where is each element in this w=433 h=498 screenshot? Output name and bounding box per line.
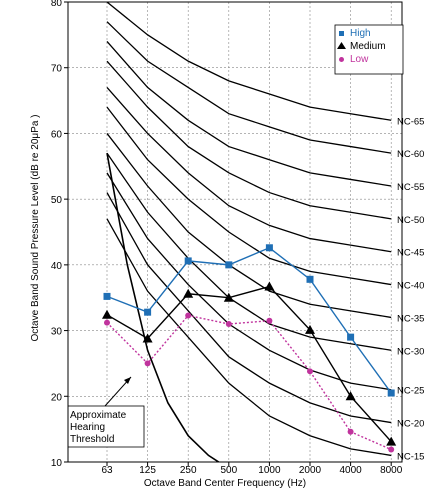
nc-curve-label: NC-35: [397, 313, 424, 324]
data-point-medium: [345, 391, 356, 401]
legend-label-medium: Medium: [350, 41, 386, 52]
nc-curve-label: NC-20: [397, 419, 424, 430]
data-point-low: [347, 428, 354, 435]
nc-curve-line: [106, 21, 392, 154]
data-point-medium: [102, 309, 112, 319]
y-axis-label: Octave Band Sound Pressure Level (dB re …: [30, 115, 41, 342]
data-point-medium: [305, 324, 315, 334]
legend-label-low: Low: [350, 54, 369, 65]
hearing-threshold-label: Threshold: [70, 434, 114, 445]
data-point-low: [388, 446, 395, 453]
hearing-threshold: [106, 152, 221, 462]
data-point-medium: [183, 288, 194, 298]
data-point-high: [184, 257, 192, 265]
series-layer: [102, 244, 397, 453]
data-point-high: [144, 308, 152, 316]
axes: NC-65 NC-60 NC-55 NC-50 NC-45 NC-40 NC-35 NC-30…: [51, 0, 425, 476]
nc-curve-label: NC-60: [397, 149, 424, 160]
nc-curve-label: NC-40: [397, 281, 424, 292]
hearing-threshold-line: [106, 152, 221, 462]
x-tick-label: 250: [180, 465, 197, 476]
x-tick-label: 2000: [299, 465, 322, 476]
nc-curve-line: [106, 86, 392, 253]
y-tick-label: 80: [51, 0, 63, 9]
nc-curve-line: [106, 60, 392, 220]
legend-label-high: High: [350, 28, 371, 39]
data-point-high: [347, 333, 355, 341]
hearing-threshold-label: Hearing: [70, 422, 105, 433]
x-axis-label: Octave Band Center Frequency (Hz): [144, 478, 306, 489]
legend-marker-high: [339, 31, 344, 36]
nc-curves: [106, 2, 392, 457]
legend-marker-medium: [337, 42, 346, 49]
grid: [68, 1, 402, 463]
nc-curve-label: NC-55: [397, 182, 424, 193]
legend-box: [334, 24, 404, 75]
nc-curve-label: NC-50: [397, 215, 424, 226]
data-point-high: [103, 292, 111, 300]
data-point-low: [144, 360, 151, 367]
legend-marker-low: [339, 57, 344, 62]
y-tick-label: 10: [51, 458, 63, 469]
nc-curve-line: [106, 2, 392, 121]
series-line-high: [106, 246, 392, 394]
data-point-low: [307, 368, 313, 375]
data-point-high: [387, 389, 395, 397]
hearing-threshold-label: Approximate: [70, 410, 127, 421]
nc-curve-line: [106, 40, 392, 187]
data-point-high: [265, 244, 273, 252]
x-tick-label: 4000: [339, 465, 362, 476]
y-tick-label: 30: [51, 327, 63, 338]
x-tick-label: 8000: [380, 465, 403, 476]
nc-curve-label: NC-45: [397, 248, 424, 259]
data-point-medium: [386, 436, 397, 446]
x-tick-label: 125: [139, 465, 156, 476]
x-tick-label: 1000: [258, 465, 281, 476]
nc-curve-label: NC-25: [397, 386, 424, 397]
y-tick-label: 20: [51, 392, 63, 403]
nc-curve-line: [106, 133, 392, 319]
legend: High Medium Low: [334, 24, 404, 75]
nc-curve-line: [106, 152, 392, 351]
series-line-low: [106, 314, 392, 451]
y-tick-label: 50: [51, 195, 63, 206]
data-point-medium: [142, 333, 153, 343]
data-point-high: [306, 275, 314, 283]
y-tick-label: 40: [51, 261, 63, 272]
nc-curve-label: NC-30: [397, 346, 424, 357]
nc-curve-line: [106, 106, 392, 286]
series-line-medium: [106, 285, 392, 443]
nc-curve-label: NC-15: [397, 451, 424, 462]
y-tick-label: 60: [51, 129, 63, 140]
nc-curve-label: NC-65: [397, 116, 424, 127]
data-point-medium: [264, 281, 275, 291]
data-point-high: [225, 261, 233, 269]
y-tick-label: 70: [51, 64, 63, 75]
data-point-low: [185, 312, 192, 319]
hearing-threshold-box: [67, 405, 145, 448]
nc-curve-line: [106, 172, 392, 391]
hearing-threshold-arrowhead: [124, 377, 131, 384]
data-point-low: [225, 321, 232, 327]
nc-curve-line: [106, 218, 392, 457]
nc-curve-line: [106, 192, 392, 424]
x-tick-label: 63: [101, 465, 113, 476]
data-point-low: [266, 317, 273, 324]
x-tick-label: 500: [220, 465, 237, 476]
data-point-medium: [223, 292, 234, 302]
data-point-low: [104, 319, 110, 326]
plot-frame: [67, 1, 403, 463]
